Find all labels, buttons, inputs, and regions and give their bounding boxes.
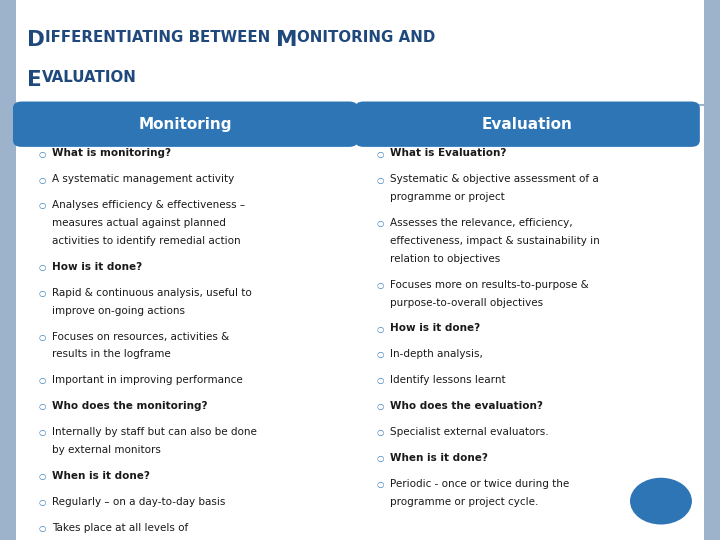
Text: E: E [27,70,42,90]
Text: How is it done?: How is it done? [390,323,480,334]
Text: ○: ○ [38,428,45,437]
Text: improve on-going actions: improve on-going actions [52,306,185,316]
Text: Important in improving performance: Important in improving performance [52,375,243,386]
Text: ○: ○ [377,176,384,185]
FancyBboxPatch shape [355,102,700,147]
Text: Evaluation: Evaluation [482,117,572,132]
Text: When is it done?: When is it done? [390,453,488,463]
Text: Who does the monitoring?: Who does the monitoring? [52,401,207,411]
Text: Takes place at all levels of: Takes place at all levels of [52,523,188,533]
Text: ○: ○ [377,150,384,159]
Text: Assesses the relevance, efficiency,: Assesses the relevance, efficiency, [390,218,573,228]
Text: ○: ○ [377,281,384,290]
Text: Analyses efficiency & effectiveness –: Analyses efficiency & effectiveness – [52,200,245,211]
Text: D: D [27,30,45,50]
Text: ○: ○ [377,480,384,489]
Text: ○: ○ [377,376,384,386]
Text: How is it done?: How is it done? [52,262,142,272]
Text: VALUATION: VALUATION [42,70,137,85]
Text: Internally by staff but can also be done: Internally by staff but can also be done [52,427,257,437]
FancyBboxPatch shape [704,0,720,540]
Text: IFFERENTIATING BETWEEN: IFFERENTIATING BETWEEN [45,30,276,45]
Text: ○: ○ [377,428,384,437]
Text: ○: ○ [377,454,384,463]
Circle shape [631,478,691,524]
Text: purpose-to-overall objectives: purpose-to-overall objectives [390,298,544,308]
Text: Who does the evaluation?: Who does the evaluation? [390,401,543,411]
Text: effectiveness, impact & sustainability in: effectiveness, impact & sustainability i… [390,236,600,246]
Text: by external monitors: by external monitors [52,445,161,455]
Text: ○: ○ [38,402,45,411]
Text: ○: ○ [38,176,45,185]
Text: ○: ○ [38,289,45,298]
Text: M: M [276,30,297,50]
Text: ○: ○ [38,333,45,342]
Text: measures actual against planned: measures actual against planned [52,218,225,228]
Text: ○: ○ [377,350,384,360]
Text: ONITORING AND: ONITORING AND [297,30,436,45]
Text: ○: ○ [377,219,384,228]
Text: In-depth analysis,: In-depth analysis, [390,349,483,360]
Text: Systematic & objective assessment of a: Systematic & objective assessment of a [390,174,599,185]
Text: What is monitoring?: What is monitoring? [52,148,171,159]
Text: Identify lessons learnt: Identify lessons learnt [390,375,506,386]
Text: Specialist external evaluators.: Specialist external evaluators. [390,427,549,437]
Text: ○: ○ [38,472,45,481]
Text: ○: ○ [377,325,384,334]
Text: programme or project: programme or project [390,192,505,202]
FancyBboxPatch shape [0,0,16,540]
Text: Focuses more on results-to-purpose &: Focuses more on results-to-purpose & [390,280,589,290]
Text: What is Evaluation?: What is Evaluation? [390,148,507,159]
Text: results in the logframe: results in the logframe [52,349,171,360]
Text: Rapid & continuous analysis, useful to: Rapid & continuous analysis, useful to [52,288,251,298]
Text: ○: ○ [38,201,45,211]
Text: ○: ○ [38,150,45,159]
Text: ○: ○ [38,263,45,272]
Text: When is it done?: When is it done? [52,471,150,481]
Text: Regularly – on a day-to-day basis: Regularly – on a day-to-day basis [52,497,225,507]
Text: Monitoring: Monitoring [138,117,232,132]
Text: A systematic management activity: A systematic management activity [52,174,234,185]
Text: ○: ○ [38,498,45,507]
Text: activities to identify remedial action: activities to identify remedial action [52,236,240,246]
Text: ○: ○ [38,376,45,386]
Text: programme or project cycle.: programme or project cycle. [390,497,539,507]
Text: ○: ○ [377,402,384,411]
FancyBboxPatch shape [13,102,358,147]
Text: ○: ○ [38,524,45,533]
Text: Periodic - once or twice during the: Periodic - once or twice during the [390,479,570,489]
Text: relation to objectives: relation to objectives [390,254,500,264]
Text: Focuses on resources, activities &: Focuses on resources, activities & [52,332,229,342]
